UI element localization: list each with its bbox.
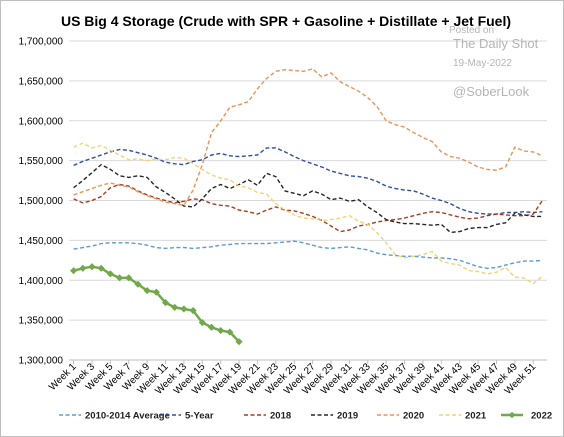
y-tick-label: 1,350,000 <box>19 316 64 327</box>
watermark: Posted on The Daily Shot 19-May-2022 @So… <box>449 25 539 99</box>
y-tick-label: 1,700,000 <box>19 37 64 48</box>
legend-label-5-year: 5-Year <box>185 411 214 422</box>
series-point-2022 <box>235 338 243 346</box>
series-point-2022 <box>97 264 105 272</box>
watermark-label: Posted on <box>449 25 494 36</box>
series-point-2022 <box>226 328 234 336</box>
y-tick-label: 1,600,000 <box>19 116 64 127</box>
legend-marker-2022 <box>508 411 516 419</box>
series-point-2022 <box>161 298 170 307</box>
y-tick-label: 1,300,000 <box>19 356 64 367</box>
series-point-2022 <box>88 263 96 271</box>
watermark-handle: @SoberLook <box>453 84 530 99</box>
watermark-date: 19-May-2022 <box>453 58 512 69</box>
y-tick-label: 1,400,000 <box>19 276 64 287</box>
series-point-2022 <box>69 267 78 275</box>
series-line-2010-2014-average <box>73 240 543 269</box>
y-tick-label: 1,550,000 <box>19 156 64 167</box>
series-point-2022 <box>180 305 188 313</box>
series-line-2018 <box>73 183 543 233</box>
y-tick-label: 1,650,000 <box>19 76 64 87</box>
series-lines <box>69 68 543 346</box>
series-point-2022 <box>134 280 142 288</box>
y-axis: 1,300,000 1,350,000 1,400,000 1,450,000 1,50… <box>19 37 547 367</box>
series-point-2022 <box>171 303 179 312</box>
legend-label-2010-2014-average: 2010-2014 Average <box>85 411 170 422</box>
series-point-2022 <box>79 264 87 272</box>
legend-label-2019: 2019 <box>337 411 358 422</box>
watermark-source: The Daily Shot <box>453 36 539 51</box>
series-point-2022 <box>106 270 115 278</box>
legend-label-2018: 2018 <box>270 411 291 422</box>
legend-label-2021: 2021 <box>465 411 487 422</box>
series-point-2022 <box>189 306 197 315</box>
series-point-2022 <box>143 286 151 295</box>
legend-label-2020: 2020 <box>403 411 424 422</box>
series-point-2022 <box>115 274 124 282</box>
series-line-5-year <box>73 147 543 215</box>
series-point-2022 <box>125 274 133 282</box>
series-point-2022 <box>152 288 160 296</box>
series-line-2021 <box>73 142 543 285</box>
series-point-2022 <box>198 318 206 327</box>
chart-title: US Big 4 Storage (Crude with SPR + Gasol… <box>61 13 511 29</box>
series-line-2020 <box>73 68 543 207</box>
series-point-2022 <box>207 323 216 331</box>
legend-label-2022: 2022 <box>531 411 552 422</box>
legend: 2010-2014 Average 5-Year 2018 2019 2020 2021 2… <box>59 411 552 422</box>
series-point-2022 <box>217 326 225 335</box>
y-tick-label: 1,500,000 <box>19 196 64 207</box>
series-line-2019 <box>73 163 543 234</box>
y-tick-label: 1,450,000 <box>19 236 64 247</box>
series-line-2022 <box>73 265 241 343</box>
